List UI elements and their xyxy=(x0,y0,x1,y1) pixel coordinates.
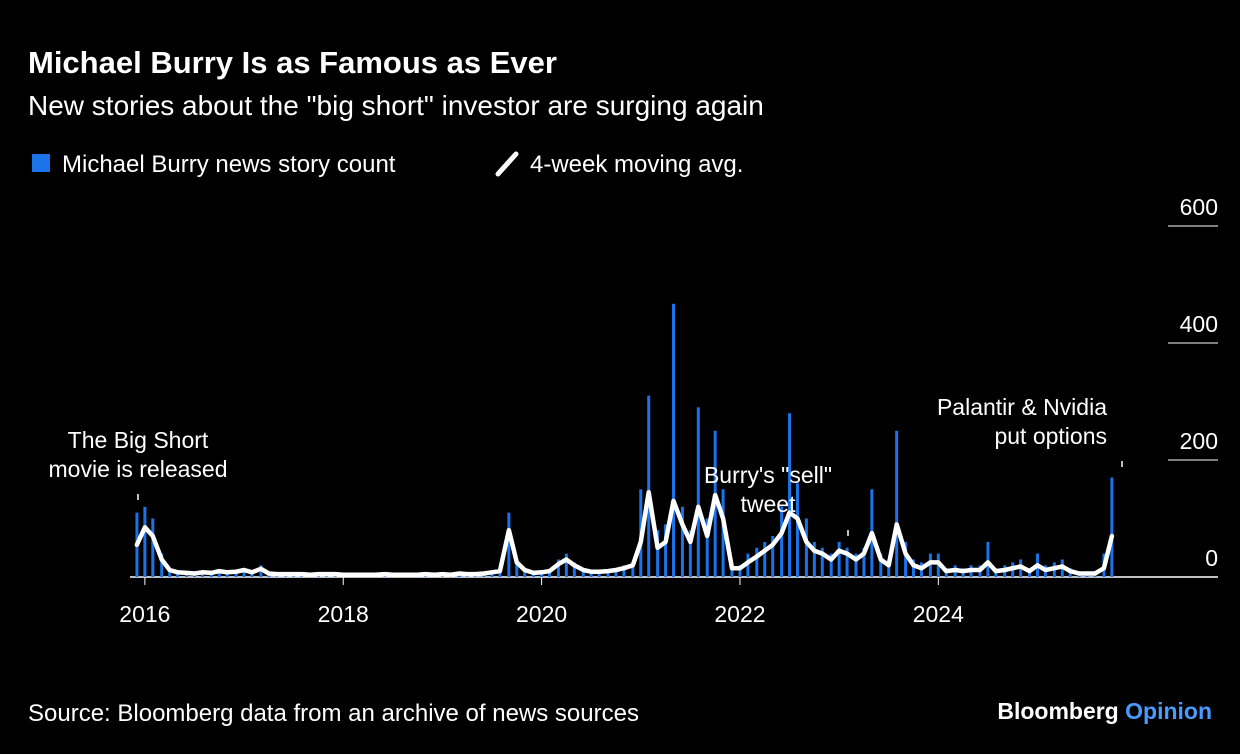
y-tick-label: 600 xyxy=(1180,194,1218,220)
bar xyxy=(912,559,916,577)
legend-label: Michael Burry news story count xyxy=(62,151,396,178)
bar xyxy=(854,553,858,577)
bar xyxy=(837,541,841,577)
annotation: Palantir & Nvidia put options xyxy=(937,394,1107,449)
bar xyxy=(160,553,164,577)
annotation: Burry's "sell" tweet xyxy=(704,462,832,517)
bar xyxy=(143,506,147,577)
bar xyxy=(151,518,155,577)
bar xyxy=(597,571,601,577)
bar xyxy=(862,547,866,577)
bar xyxy=(763,541,767,577)
bar xyxy=(606,569,610,577)
bar xyxy=(904,541,908,577)
y-tick-label: 200 xyxy=(1180,428,1218,454)
bar xyxy=(622,565,626,577)
bar xyxy=(845,547,849,577)
bar xyxy=(788,413,792,577)
legend-swatch xyxy=(32,154,50,172)
bar xyxy=(986,541,990,577)
bar xyxy=(564,553,568,577)
annotation-line: Burry's "sell" xyxy=(704,462,832,488)
bar xyxy=(780,506,784,577)
bar xyxy=(879,553,883,577)
bar xyxy=(572,562,576,577)
bar xyxy=(631,562,635,577)
annotation-line: The Big Short xyxy=(68,427,209,453)
bar xyxy=(589,571,593,577)
bar xyxy=(614,568,618,577)
bar xyxy=(168,568,172,577)
bar xyxy=(795,483,799,577)
x-tick-label: 2016 xyxy=(119,601,170,627)
bar xyxy=(755,547,759,577)
bar xyxy=(242,568,246,577)
bar xyxy=(250,572,254,577)
bar xyxy=(812,541,816,577)
brand-logo: Bloomberg Opinion xyxy=(997,698,1212,724)
legend-swatch xyxy=(495,151,519,177)
bar xyxy=(581,568,585,577)
bar xyxy=(696,407,700,577)
x-tick-label: 2020 xyxy=(516,601,567,627)
chart-title: Michael Burry Is as Famous as Ever xyxy=(28,45,557,80)
annotation: The Big Short movie is released xyxy=(49,427,228,482)
x-tick-label: 2024 xyxy=(913,601,964,627)
annotation-line: put options xyxy=(994,423,1107,449)
bar xyxy=(738,565,742,577)
annotation-line: movie is released xyxy=(49,456,228,482)
bar xyxy=(688,530,692,577)
bar xyxy=(829,553,833,577)
moving-average-line xyxy=(134,489,1115,577)
bar xyxy=(928,553,932,577)
bar xyxy=(234,571,238,577)
bar xyxy=(225,572,229,577)
x-tick-label: 2022 xyxy=(714,601,765,627)
y-tick-label: 400 xyxy=(1180,311,1218,337)
bar xyxy=(721,489,725,577)
brand-section: Opinion xyxy=(1125,698,1212,724)
bar xyxy=(672,303,676,577)
bar xyxy=(548,569,552,577)
bar xyxy=(746,553,750,577)
bar xyxy=(515,559,519,577)
bar xyxy=(507,512,511,577)
bar xyxy=(217,569,221,577)
bar xyxy=(820,547,824,577)
plot-area: 0 200 400 600 2016 2018 2020 2022 2024 The Big Sh… xyxy=(49,194,1218,627)
bar xyxy=(887,559,891,577)
bar xyxy=(556,559,560,577)
y-tick-label: 0 xyxy=(1205,545,1218,571)
bar xyxy=(730,565,734,577)
annotation-line: Palantir & Nvidia xyxy=(937,394,1107,420)
bar xyxy=(895,430,899,577)
brand-name: Bloomberg xyxy=(997,698,1118,724)
bar xyxy=(647,395,651,577)
bar xyxy=(656,530,660,577)
bar xyxy=(771,536,775,577)
bar xyxy=(664,524,668,577)
bar xyxy=(804,518,808,577)
chart-subtitle: New stories about the "big short" invest… xyxy=(28,90,764,121)
bar xyxy=(523,568,527,577)
bar xyxy=(680,506,684,577)
bar xyxy=(1110,477,1114,577)
source-note: Source: Bloomberg data from an archive o… xyxy=(28,700,639,727)
x-tick-label: 2018 xyxy=(318,601,369,627)
annotation-line: tweet xyxy=(741,491,797,517)
legend-label: 4-week moving avg. xyxy=(530,151,743,178)
bar xyxy=(705,518,709,577)
